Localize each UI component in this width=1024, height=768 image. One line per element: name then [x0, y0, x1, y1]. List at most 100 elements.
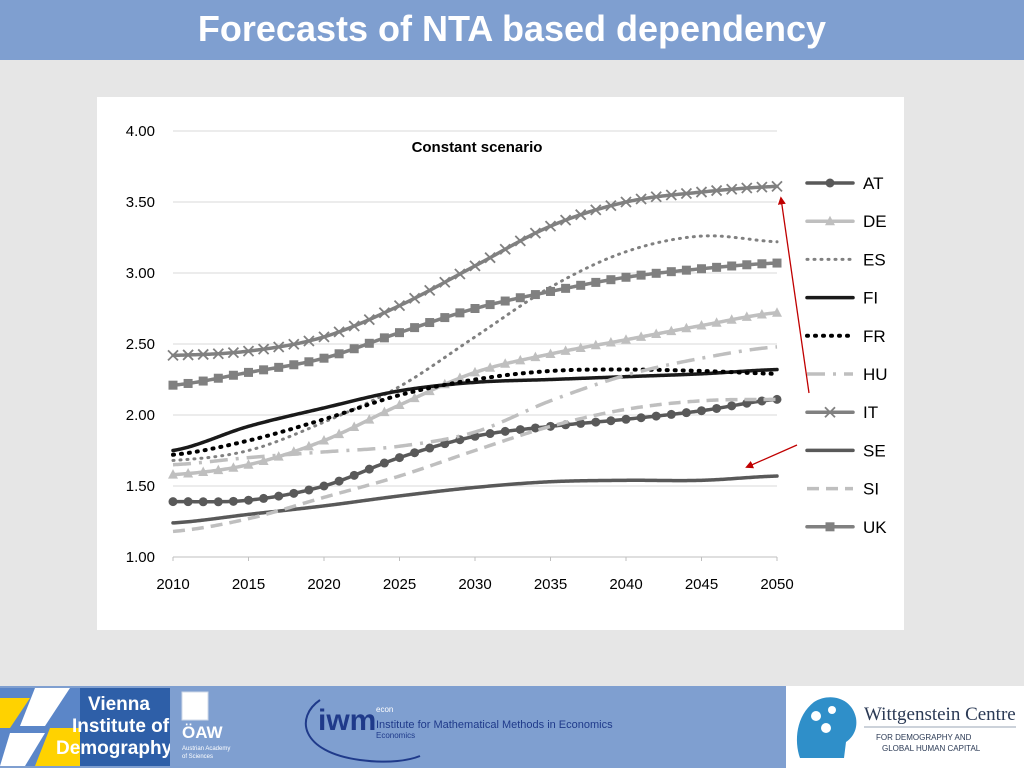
vid-logo-shape-4 [35, 728, 80, 766]
data-point-it [514, 235, 526, 247]
data-point-at [304, 485, 314, 495]
legend-label: SI [863, 480, 879, 499]
title-bar: Forecasts of NTA based dependency [0, 0, 1024, 60]
data-point-uk [681, 265, 691, 275]
data-point-de [772, 307, 782, 317]
y-tick-label: 1.00 [126, 549, 155, 566]
head-icon-dot-3 [821, 723, 831, 733]
data-point-at [410, 448, 420, 458]
data-point-at [334, 476, 344, 486]
data-point-de [590, 339, 601, 350]
data-point-de [349, 421, 360, 432]
line-chart: 1.00 1.50 2.00 2.50 3.00 3.50 4.00 2010 2015 2020… [126, 123, 888, 593]
data-point-uk [470, 304, 480, 313]
y-tick-label: 3.00 [126, 265, 155, 282]
data-point-at [727, 401, 737, 411]
data-point-it [378, 307, 391, 319]
iwm-logo-mark: iwm [318, 704, 376, 737]
data-point-at [576, 418, 586, 428]
y-tick-label: 3.50 [126, 194, 155, 211]
series-fr [171, 367, 779, 457]
data-point-de [711, 317, 722, 327]
data-point-it [559, 214, 572, 226]
data-point-uk [410, 323, 420, 333]
data-point-uk [606, 275, 616, 285]
data-point-it [393, 300, 406, 312]
data-point-uk [395, 328, 404, 338]
annotation-arrow-se [745, 444, 798, 469]
vid-logo-line-3: Demography [56, 738, 170, 759]
data-point-de [379, 406, 390, 417]
data-point-it [424, 284, 436, 297]
data-point-de [303, 440, 314, 451]
legend-label: HU [863, 365, 888, 384]
data-point-uk [772, 258, 782, 268]
data-point-it [348, 320, 360, 332]
data-point-uk [742, 260, 752, 270]
data-point-it [665, 189, 677, 201]
legend-label: AT [863, 174, 883, 193]
data-point-uk [259, 365, 269, 375]
data-point-at [168, 497, 178, 507]
data-point-at [259, 493, 269, 503]
oaw-logo: ÖAW Austrian Academy of Sciences [176, 688, 240, 766]
series-fi [171, 367, 779, 453]
data-point-it [710, 184, 723, 197]
legend-label: DE [863, 212, 887, 231]
wc-title: Wittgenstein Centre [864, 704, 1016, 725]
axis-layer: 1.00 1.50 2.00 2.50 3.00 3.50 4.00 2010 2015 2020… [126, 123, 794, 593]
data-point-at [636, 413, 646, 423]
series-layer [167, 180, 783, 534]
y-tick-label: 2.00 [126, 407, 155, 424]
data-point-uk [349, 344, 359, 354]
series-line-si [172, 397, 778, 534]
data-point-it [318, 331, 330, 343]
data-point-de [696, 320, 707, 330]
data-point-it [273, 341, 285, 353]
data-point-de [485, 362, 496, 372]
data-point-de [424, 385, 435, 396]
grid-layer [173, 130, 777, 558]
oaw-emblem [181, 691, 209, 721]
data-point-it [771, 180, 783, 193]
series-uk [168, 258, 782, 390]
data-point-it [726, 183, 738, 195]
data-point-it [242, 345, 255, 357]
data-point-de [243, 459, 254, 469]
data-point-it [439, 276, 451, 288]
data-point-it [499, 243, 511, 255]
legend-item-de: DE [805, 212, 887, 231]
data-point-it [197, 348, 209, 361]
legend-item-fi: FI [805, 289, 878, 308]
y-tick-label: 2.50 [126, 336, 155, 353]
oaw-logo-sub-1: Austrian Academy [182, 746, 230, 752]
data-point-uk [455, 308, 465, 318]
data-point-at [666, 409, 676, 419]
oaw-logo-text: ÖAW [182, 723, 224, 742]
legend-item-at: AT [805, 174, 883, 193]
x-tick-label: 2040 [609, 576, 642, 593]
data-point-de [545, 348, 556, 358]
data-point-at [213, 497, 223, 507]
data-point-de [454, 372, 465, 382]
data-point-it [650, 191, 662, 203]
series-line-hu [172, 345, 778, 467]
data-point-de [364, 414, 375, 424]
legend-marker [825, 522, 835, 532]
data-point-uk [727, 261, 737, 271]
data-point-at [651, 411, 661, 421]
vid-logo-shape-1 [0, 698, 30, 728]
data-point-de [198, 466, 209, 477]
legend-marker [825, 215, 835, 226]
oaw-logo-sub-2: of Sciences [182, 754, 213, 760]
head-icon-dot-1 [811, 711, 821, 721]
x-tick-label: 2045 [685, 576, 718, 593]
legend-item-hu: HU [807, 365, 888, 384]
data-point-at [364, 464, 374, 474]
head-icon-dot-2 [828, 706, 836, 714]
data-point-at [349, 470, 359, 480]
data-point-de [756, 308, 767, 319]
legend-marker [824, 406, 836, 418]
data-point-it [469, 260, 481, 272]
data-point-uk [666, 267, 676, 277]
